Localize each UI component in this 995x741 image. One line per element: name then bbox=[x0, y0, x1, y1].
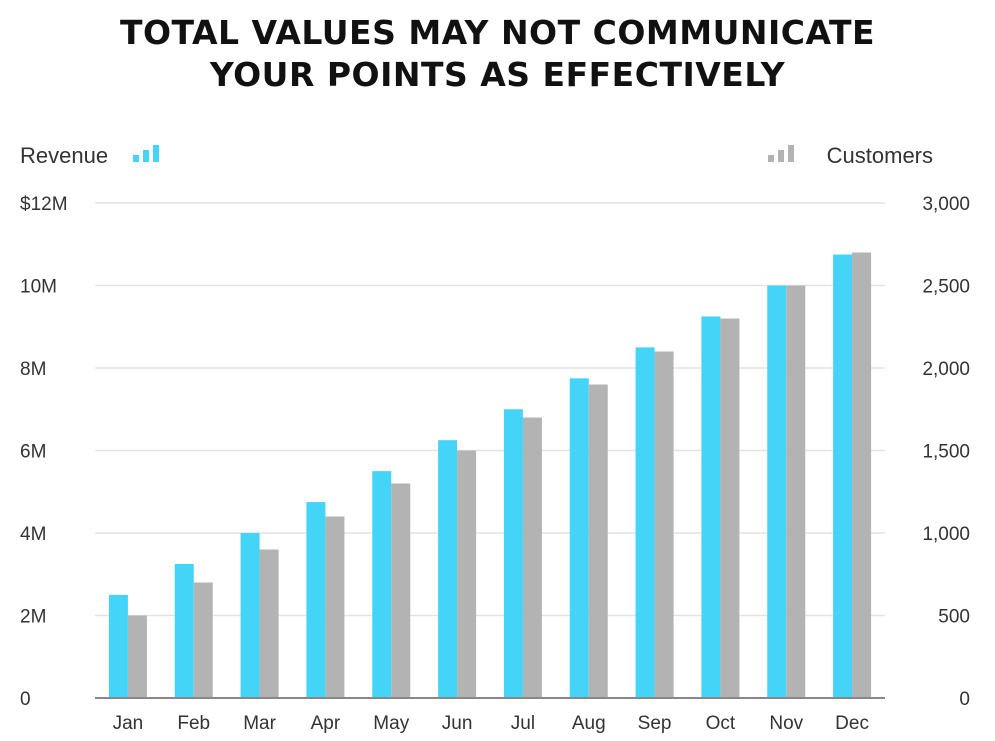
x-tick-label: Mar bbox=[243, 713, 276, 734]
x-tick-label: Oct bbox=[706, 713, 736, 734]
bar-revenue bbox=[767, 285, 787, 698]
bars bbox=[108, 252, 872, 698]
bar-revenue bbox=[635, 347, 655, 698]
x-tick-label: Feb bbox=[177, 713, 210, 734]
legend-revenue-icon bbox=[133, 145, 159, 162]
bar-revenue bbox=[108, 594, 128, 698]
right-tick-label: 500 bbox=[938, 607, 970, 628]
right-tick-label: 0 bbox=[959, 689, 970, 710]
bar-revenue bbox=[174, 563, 194, 698]
gridlines bbox=[95, 202, 885, 617]
x-tick-label: Dec bbox=[835, 713, 869, 734]
left-tick-label: 4M bbox=[20, 524, 46, 545]
bar-revenue bbox=[701, 316, 721, 698]
bar-customers bbox=[325, 516, 345, 698]
bar-customers bbox=[127, 615, 147, 698]
bar-customers bbox=[193, 582, 213, 698]
bar-customers bbox=[654, 351, 674, 698]
bar-customers bbox=[720, 318, 740, 698]
bar-customers bbox=[457, 450, 477, 698]
bar-customers bbox=[391, 483, 411, 698]
legend-revenue-swatch bbox=[153, 145, 159, 162]
bar-revenue bbox=[372, 471, 392, 698]
legend: Revenue Customers bbox=[20, 143, 933, 168]
right-tick-label: 1,500 bbox=[922, 442, 970, 463]
bar-revenue bbox=[240, 533, 260, 698]
bar-revenue bbox=[833, 254, 853, 698]
title-line-1: TOTAL VALUES MAY NOT COMMUNICATE bbox=[119, 13, 876, 52]
left-tick-label: 6M bbox=[20, 442, 46, 463]
bar-revenue bbox=[569, 378, 589, 698]
legend-customers-icon bbox=[768, 145, 794, 162]
right-tick-label: 3,000 bbox=[922, 194, 970, 215]
bar-customers bbox=[259, 549, 279, 698]
bar-customers bbox=[852, 252, 872, 698]
bar-customers bbox=[786, 285, 806, 698]
x-tick-label: Apr bbox=[311, 713, 341, 734]
bar-revenue bbox=[503, 409, 523, 698]
x-tick-label: Jul bbox=[511, 713, 535, 734]
left-tick-label: 2M bbox=[20, 607, 46, 628]
right-tick-label: 2,500 bbox=[922, 277, 970, 298]
x-tick-label: Nov bbox=[769, 713, 803, 734]
legend-customers-swatch bbox=[768, 155, 774, 162]
chart-title: TOTAL VALUES MAY NOT COMMUNICATE YOUR PO… bbox=[0, 12, 995, 96]
x-tick-label: Jun bbox=[442, 713, 473, 734]
right-tick-label: 2,000 bbox=[922, 359, 970, 380]
left-axis: 0 2M 4M 6M 8M 10M $12M bbox=[20, 194, 68, 710]
bar-revenue bbox=[438, 440, 458, 698]
left-tick-label: $12M bbox=[20, 194, 68, 215]
bar-customers bbox=[522, 417, 542, 698]
legend-revenue-label: Revenue bbox=[20, 143, 108, 168]
legend-revenue-swatch bbox=[133, 155, 139, 162]
x-tick-label: Sep bbox=[638, 713, 672, 734]
right-axis: 0 500 1,000 1,500 2,000 2,500 3,000 bbox=[922, 194, 970, 710]
legend-customers-swatch bbox=[788, 145, 794, 162]
x-tick-label: May bbox=[373, 713, 409, 734]
left-tick-label: 10M bbox=[20, 277, 57, 298]
x-axis: Jan Feb Mar Apr May Jun Jul Aug Sep Oct Nov Dec bbox=[95, 697, 885, 734]
left-tick-label: 0 bbox=[20, 689, 31, 710]
right-tick-label: 1,000 bbox=[922, 524, 970, 545]
title-line-2: YOUR POINTS AS EFFECTIVELY bbox=[209, 55, 786, 94]
x-tick-label: Jan bbox=[113, 713, 144, 734]
legend-revenue-swatch bbox=[143, 150, 149, 162]
left-tick-label: 8M bbox=[20, 359, 46, 380]
bar-customers bbox=[588, 384, 608, 698]
x-tick-label: Aug bbox=[572, 713, 606, 734]
legend-customers-swatch bbox=[778, 150, 784, 162]
bar-revenue bbox=[306, 502, 326, 698]
legend-customers-label: Customers bbox=[827, 143, 933, 168]
